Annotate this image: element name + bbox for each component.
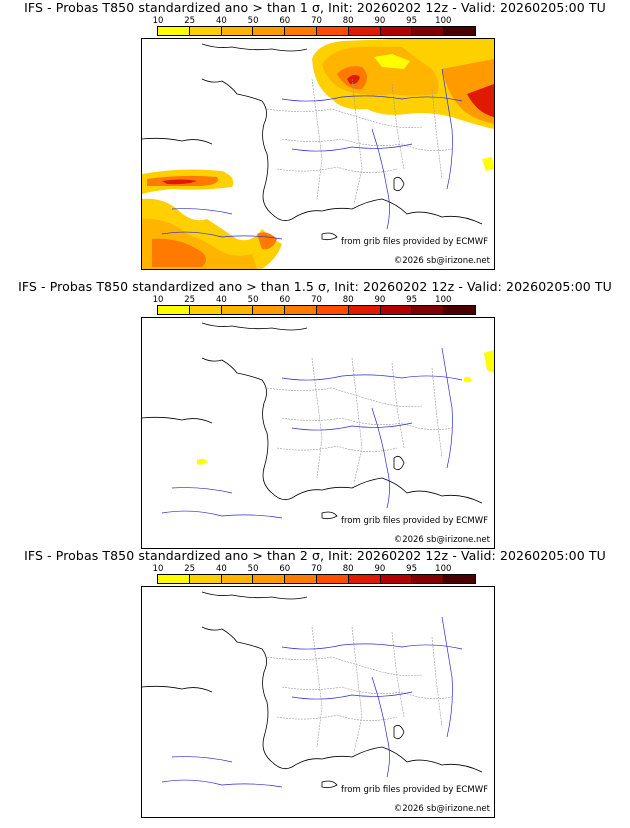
colorbar-segment	[412, 575, 445, 583]
probability-shading	[197, 350, 494, 465]
colorbar-ticks: 10 25 40 50 60 70 80 90 95 100	[152, 16, 475, 26]
colorbar-tick-label: 95	[406, 16, 418, 26]
colorbar-segment	[189, 306, 222, 314]
probability-map: from grib files provided by ECMWF ©2026 …	[141, 38, 495, 270]
colorbar-tick-label: 60	[279, 295, 291, 305]
colorbar-segment	[348, 27, 381, 35]
colorbar-segment	[380, 306, 413, 314]
map-canvas	[142, 39, 494, 269]
copyright-credit: ©2026 sb@irizone.net	[393, 535, 490, 545]
coastline-lines	[142, 591, 483, 789]
copyright-credit: ©2026 sb@irizone.net	[393, 256, 490, 266]
colorbar-segment	[380, 575, 413, 583]
colorbar-segment	[253, 27, 286, 35]
colorbar-segment	[189, 575, 222, 583]
colorbar-tick-label: 70	[311, 564, 322, 574]
probability-map: from grib files provided by ECMWF ©2026 …	[141, 586, 495, 818]
colorbar-tick-label: 80	[342, 564, 354, 574]
colorbar-tick-label: 90	[374, 295, 386, 305]
river-lines	[161, 68, 463, 240]
colorbar-segment	[316, 27, 349, 35]
map-panel-1: IFS - Probas T850 standardized ano > tha…	[0, 0, 630, 270]
probability-shading	[142, 39, 494, 269]
colorbar-tick-label: 10	[152, 564, 164, 574]
colorbar-tick-label: 95	[406, 295, 418, 305]
source-credit: from grib files provided by ECMWF	[341, 785, 488, 795]
colorbar-tick-label: 25	[184, 16, 196, 26]
colorbar-tick-label: 40	[215, 564, 227, 574]
colorbar-tick-label: 10	[152, 16, 164, 26]
colorbar	[157, 305, 476, 315]
map-panel-2: IFS - Probas T850 standardized ano > tha…	[0, 279, 630, 549]
panel-title: IFS - Probas T850 standardized ano > tha…	[24, 548, 606, 563]
colorbar-tick-label: 100	[435, 564, 452, 574]
colorbar-tick-label: 70	[311, 295, 322, 305]
colorbar-segment	[348, 306, 381, 314]
colorbar-segment	[158, 306, 190, 314]
colorbar-tick-label: 80	[342, 16, 354, 26]
probability-map: from grib files provided by ECMWF ©2026 …	[141, 317, 495, 549]
source-credit: from grib files provided by ECMWF	[341, 237, 488, 247]
colorbar-segment	[285, 27, 317, 35]
colorbar-segment	[253, 306, 286, 314]
colorbar-segment	[412, 27, 445, 35]
colorbar-tick-label: 40	[215, 295, 227, 305]
colorbar-segment	[444, 575, 475, 583]
colorbar-segment	[221, 27, 254, 35]
colorbar-segment	[348, 575, 381, 583]
colorbar-segment	[285, 306, 317, 314]
map-panel-3: IFS - Probas T850 standardized ano > tha…	[0, 548, 630, 818]
copyright-credit: ©2026 sb@irizone.net	[393, 804, 490, 814]
colorbar-tick-label: 50	[247, 564, 259, 574]
colorbar-tick-label: 90	[374, 564, 386, 574]
river-lines	[161, 347, 463, 519]
colorbar-tick-label: 90	[374, 16, 386, 26]
colorbar-segment	[316, 575, 349, 583]
panel-title: IFS - Probas T850 standardized ano > tha…	[24, 0, 606, 15]
colorbar	[157, 26, 476, 36]
colorbar-tick-label: 25	[184, 564, 196, 574]
colorbar-tick-label: 10	[152, 295, 164, 305]
colorbar-tick-label: 60	[279, 564, 291, 574]
colorbar-segment	[444, 306, 475, 314]
colorbar-segment	[158, 575, 190, 583]
source-credit: from grib files provided by ECMWF	[341, 516, 488, 526]
colorbar-segment	[189, 27, 222, 35]
border-lines	[266, 626, 453, 753]
colorbar-segment	[412, 306, 445, 314]
border-lines	[266, 357, 453, 484]
colorbar-tick-label: 100	[435, 16, 452, 26]
colorbar-tick-label: 50	[247, 295, 259, 305]
coastline-lines	[142, 322, 483, 520]
colorbar-tick-label: 95	[406, 564, 418, 574]
colorbar-tick-label: 80	[342, 295, 354, 305]
colorbar-segment	[221, 306, 254, 314]
river-lines	[161, 616, 463, 788]
coastline-lines	[142, 43, 483, 241]
colorbar-segment	[285, 575, 317, 583]
colorbar-segment	[316, 306, 349, 314]
colorbar-segment	[253, 575, 286, 583]
colorbar-tick-label: 60	[279, 16, 291, 26]
colorbar-tick-label: 100	[435, 295, 452, 305]
colorbar-segment	[221, 575, 254, 583]
colorbar-tick-label: 25	[184, 295, 196, 305]
colorbar-tick-label: 70	[311, 16, 322, 26]
colorbar-tick-label: 40	[215, 16, 227, 26]
colorbar-segment	[380, 27, 413, 35]
colorbar	[157, 574, 476, 584]
colorbar-segment	[444, 27, 475, 35]
colorbar-ticks: 10 25 40 50 60 70 80 90 95 100	[152, 295, 475, 305]
colorbar-ticks: 10 25 40 50 60 70 80 90 95 100	[152, 564, 475, 574]
map-canvas	[142, 591, 483, 789]
colorbar-segment	[158, 27, 190, 35]
map-canvas	[142, 322, 494, 520]
colorbar-tick-label: 50	[247, 16, 259, 26]
panel-title: IFS - Probas T850 standardized ano > tha…	[18, 279, 612, 294]
border-lines	[266, 78, 453, 205]
